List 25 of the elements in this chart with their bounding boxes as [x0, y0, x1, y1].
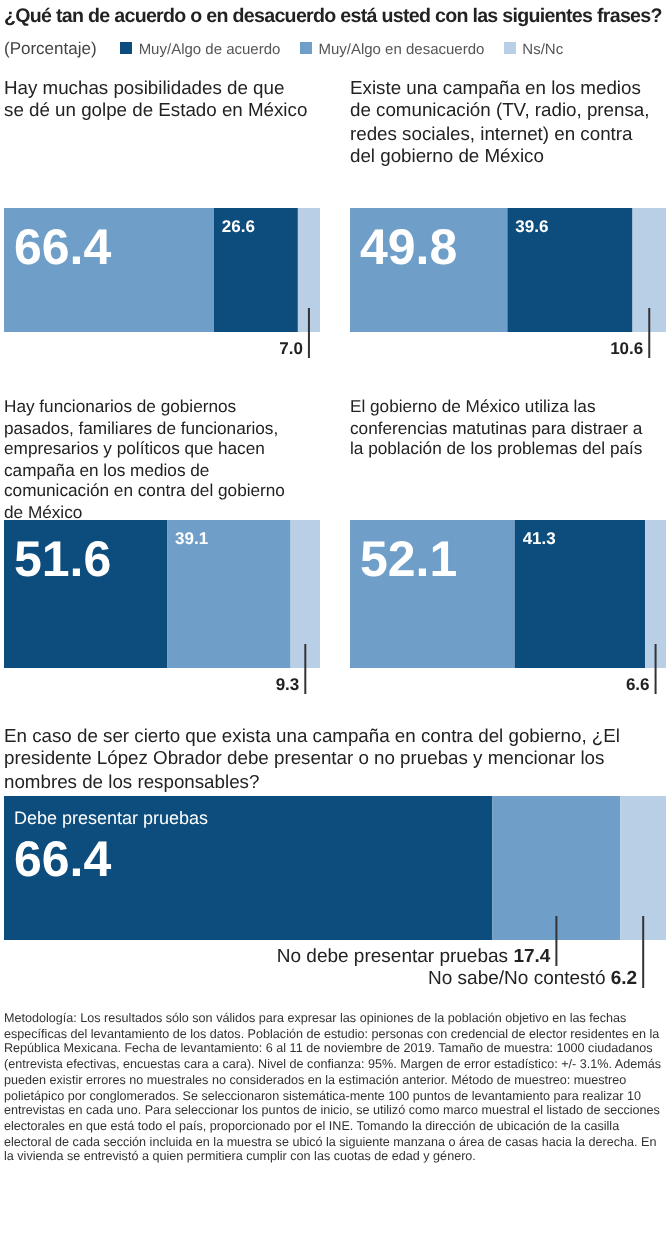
chart-title: Hay funcionarios de gobiernos pasados, familiares de funcionarios, empresarios y políticos que hacen campaña en los medios de comunicación en contra del gobierno de México — [4, 396, 287, 522]
data-label: 66.4 — [14, 220, 112, 276]
data-label: 6.2 — [610, 968, 638, 990]
data-label: 52.1 — [360, 532, 458, 588]
chart-title: Existe una campaña en los medios de comunicación (TV, radio, prensa, redes sociales, internet) en contra del gobierno de México — [350, 76, 652, 171]
data-label: 26.6 — [221, 216, 256, 236]
chart-title: El gobierno de México utiliza las conferencias matutinas para distraer a la población de los problemas del país — [350, 396, 645, 463]
data-label: 41.3 — [522, 528, 557, 548]
data-label: 9.3 — [275, 674, 300, 694]
series-label: No sabe/No contestó — [428, 968, 611, 990]
chart-subtitle: (Porcentaje) — [4, 38, 97, 58]
data-label: 51.6 — [14, 532, 112, 588]
data-label: 10.6 — [610, 338, 644, 358]
data-label: 6.6 — [625, 674, 651, 694]
data-label: 39.6 — [515, 216, 549, 236]
data-label: 49.8 — [360, 220, 458, 276]
data-label: 17.4 — [513, 946, 552, 968]
chart-title: En caso de ser cierto que exista una campaña en contra del gobierno, ¿El presidente López Obrador debe presentar o no pruebas y mencionar los nombres de los responsables? — [4, 724, 622, 796]
text: Hay muchas posibilidades de que se dé un golpe de Estado en México — [4, 76, 310, 125]
data-label: 66.4 — [14, 832, 112, 888]
data-label: 39.1 — [175, 528, 209, 548]
series-label: Debe presentar pruebas — [14, 808, 210, 828]
data-label: 7.0 — [279, 338, 304, 358]
chart-title: ¿Qué tan de acuerdo o en desacuerdo está usted con las siguientes frases? — [4, 6, 664, 28]
series-label: No debe presentar pruebas — [276, 946, 514, 968]
